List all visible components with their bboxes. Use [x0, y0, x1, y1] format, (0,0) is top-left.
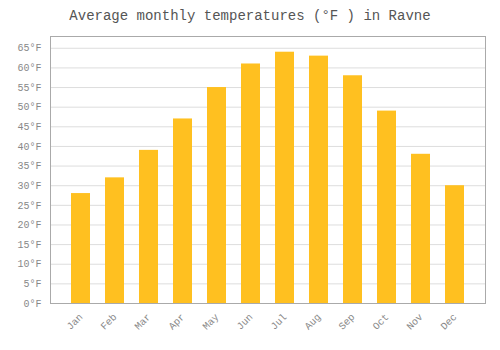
svg-text:Jul: Jul	[269, 312, 290, 333]
svg-text:Aug: Aug	[303, 312, 324, 333]
svg-text:35°F: 35°F	[17, 161, 41, 172]
svg-text:30°F: 30°F	[17, 181, 41, 192]
svg-text:40°F: 40°F	[17, 142, 41, 153]
svg-text:15°F: 15°F	[17, 240, 41, 251]
svg-text:Jun: Jun	[235, 312, 256, 333]
svg-text:Apr: Apr	[167, 312, 188, 333]
svg-text:May: May	[201, 312, 222, 333]
svg-text:Sep: Sep	[337, 312, 358, 333]
svg-text:Dec: Dec	[439, 312, 460, 333]
svg-text:0°F: 0°F	[23, 299, 41, 310]
svg-text:45°F: 45°F	[17, 122, 41, 133]
svg-text:Oct: Oct	[371, 312, 392, 333]
svg-text:25°F: 25°F	[17, 201, 41, 212]
svg-text:60°F: 60°F	[17, 63, 41, 74]
svg-text:Mar: Mar	[133, 312, 154, 333]
svg-text:Feb: Feb	[99, 312, 120, 333]
svg-text:Jan: Jan	[65, 312, 86, 333]
svg-text:50°F: 50°F	[17, 102, 41, 113]
svg-text:10°F: 10°F	[17, 259, 41, 270]
html-text:Average monthly temperatures (: Average monthly temperatures (°F ) in Ra…	[69, 8, 431, 24]
svg-text:65°F: 65°F	[17, 43, 41, 54]
svg-text:5°F: 5°F	[23, 279, 41, 290]
svg-text:20°F: 20°F	[17, 220, 41, 231]
svg-text:Nov: Nov	[405, 312, 426, 333]
svg-text:55°F: 55°F	[17, 83, 41, 94]
